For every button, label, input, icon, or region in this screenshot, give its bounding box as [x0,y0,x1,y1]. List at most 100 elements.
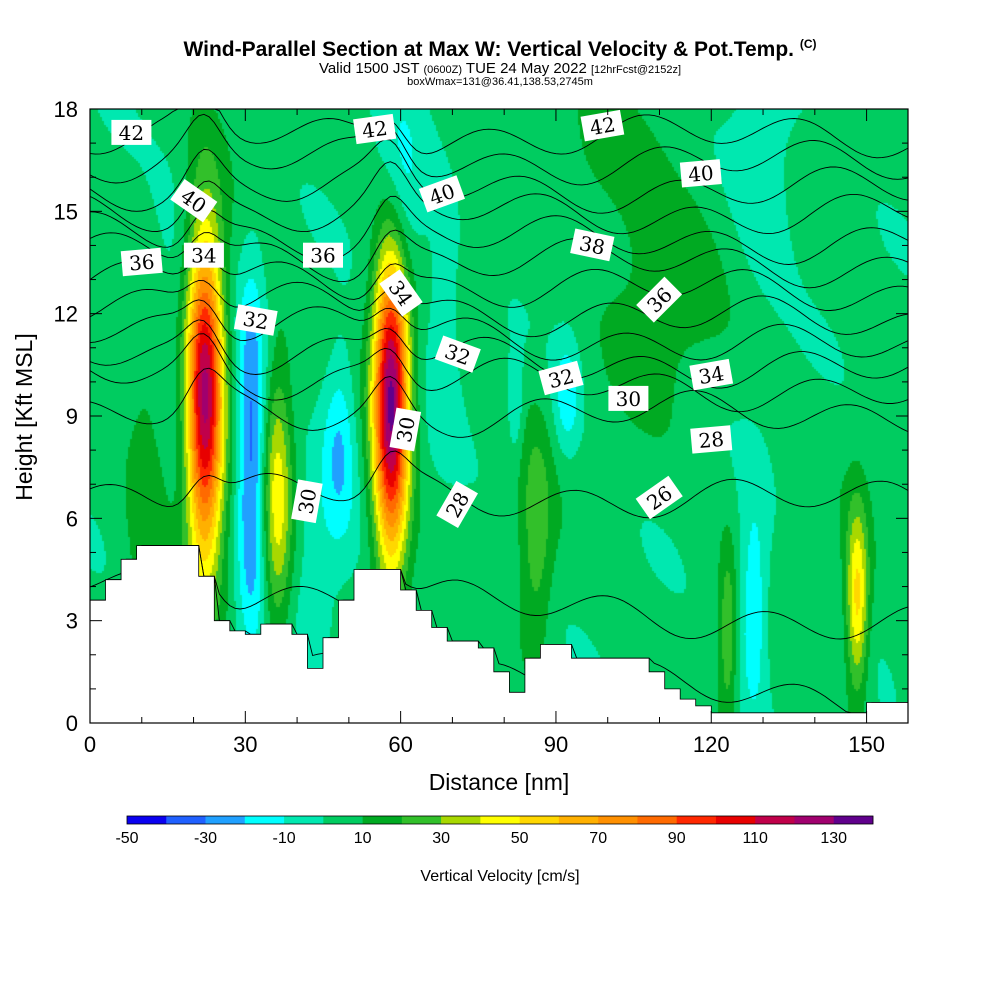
colorbar-swatch [127,816,167,824]
contour-label-box [111,119,152,145]
contour-label-box [183,242,224,268]
chart-title: Wind-Parallel Section at Max W: Vertical… [0,37,1000,62]
theta-isentrope-40 [89,138,909,214]
contour-label-16: 30 [608,385,649,411]
contour-label-box [570,228,615,262]
y-tick-label: 3 [66,609,78,634]
theta-isentrope-38 [89,195,909,265]
colorbar-tick-labels: -50 -30 -10 10 30 50 70 90 110 130 [115,830,847,847]
contour-label-box [690,425,733,454]
colorbar-swatch [794,816,835,824]
contour-label-box [389,407,422,452]
colorbar-swatch [715,816,756,824]
theta-isentrope-41 [89,113,909,186]
colorbar-tick-label: 50 [511,830,529,847]
y-axis-label: Height [Kft MSL] [11,333,37,500]
colorbar-swatch [362,816,403,824]
colorbar-tick-label: 110 [742,830,768,847]
y-tick-label: 18 [54,97,78,122]
contour-label-text: 30 [392,415,420,444]
colorbar-swatch [244,816,285,824]
x-axis-label: Distance [nm] [429,769,570,795]
valid-time-utc: (0600Z) [423,64,462,76]
contour-label-0: 42 [111,119,152,145]
colorbar-swatch [480,816,520,824]
colorbar-tick-label: 10 [354,830,372,847]
theta-isentrope-34 [89,299,909,361]
colorbar-tick-label: 70 [589,830,607,847]
contour-label-19: 28 [690,425,733,454]
contour-label-12: 34 [689,358,734,391]
chart-title-tag: (C) [799,37,817,51]
colorbar-frame [126,815,874,825]
colorbar-tick-label: -50 [115,830,138,847]
y-tick-label: 6 [66,506,78,531]
contour-label-box [580,109,625,142]
contour-label-text: 34 [697,361,726,389]
x-tick-label: 90 [544,732,568,757]
contour-label-13: 32 [233,304,278,336]
theta-isentrope-35 [89,279,909,338]
y-tick-label: 9 [66,404,78,429]
contour-label-6: 38 [570,228,615,262]
theta-isentrope-39 [89,161,909,235]
contour-label-text: 30 [616,387,641,411]
contour-label-text: 28 [698,427,725,453]
terrain-mask [89,545,909,724]
contour-label-5: 40 [679,159,722,188]
contour-label-10: 34 [183,242,224,268]
colorbar-swatch [284,816,324,824]
contour-label-text: 40 [687,161,714,187]
theta-isentrope-36 [89,257,909,311]
colorbar-tick-label: 30 [432,830,450,847]
contour-label-text: 34 [191,244,216,268]
contour-label-1: 42 [353,113,397,145]
colorbar-swatch [519,816,560,824]
valid-time: Valid 1500 JST [318,60,420,77]
axis-ticks [89,108,908,724]
contour-label-18: 30 [291,479,323,524]
contour-label-box [303,242,343,268]
theta-isentrope-30 [89,367,909,438]
x-tick-label: 60 [388,732,412,757]
x-tick-label: 30 [233,732,257,757]
contour-label-7: 36 [120,247,163,277]
x-tick-label: 120 [693,732,730,757]
colorbar-swatch [833,816,874,824]
contour-label-8: 36 [303,242,343,268]
contour-label-text: 42 [588,112,617,140]
contour-label-box [120,247,163,277]
contour-label-17: 30 [389,407,422,452]
theta-isentrope-37 [89,229,909,289]
contour-label-text: 42 [360,116,389,143]
plot-frame [89,108,909,724]
contour-label-box [538,360,584,396]
colorbar [126,815,874,825]
contour-label-text: 36 [128,249,155,275]
colorbar-swatch [755,816,795,824]
colorbar-swatch [166,816,206,824]
contour-label-2: 42 [580,109,625,142]
contour-label-text: 32 [241,306,270,334]
contour-label-box [679,159,722,188]
colorbar-swatch [676,816,717,824]
colorbar-label: Vertical Velocity [cm/s] [420,868,579,885]
x-tick-label: 0 [84,732,96,757]
colorbar-swatch [558,816,599,824]
colorbar-tick-label: 130 [820,830,847,847]
contour-label-box [636,276,683,323]
theta-contours [89,108,909,714]
y-tick-label: 0 [66,711,78,736]
theta-isentrope-26 [89,545,909,640]
contour-label-box [635,475,683,520]
colorbar-swatch [598,816,638,824]
contour-label-box [170,178,218,223]
chart-subtitle: Valid 1500 JST (0600Z) TUE 24 May 2022 [… [0,60,1000,77]
y-tick-label: 15 [54,199,78,224]
forecast-info: [12hrFcst@2152z] [590,64,682,76]
box-info: boxWmax=131@36.41,138.53,2745m [407,76,593,88]
theta-isentrope-28 [89,450,909,519]
